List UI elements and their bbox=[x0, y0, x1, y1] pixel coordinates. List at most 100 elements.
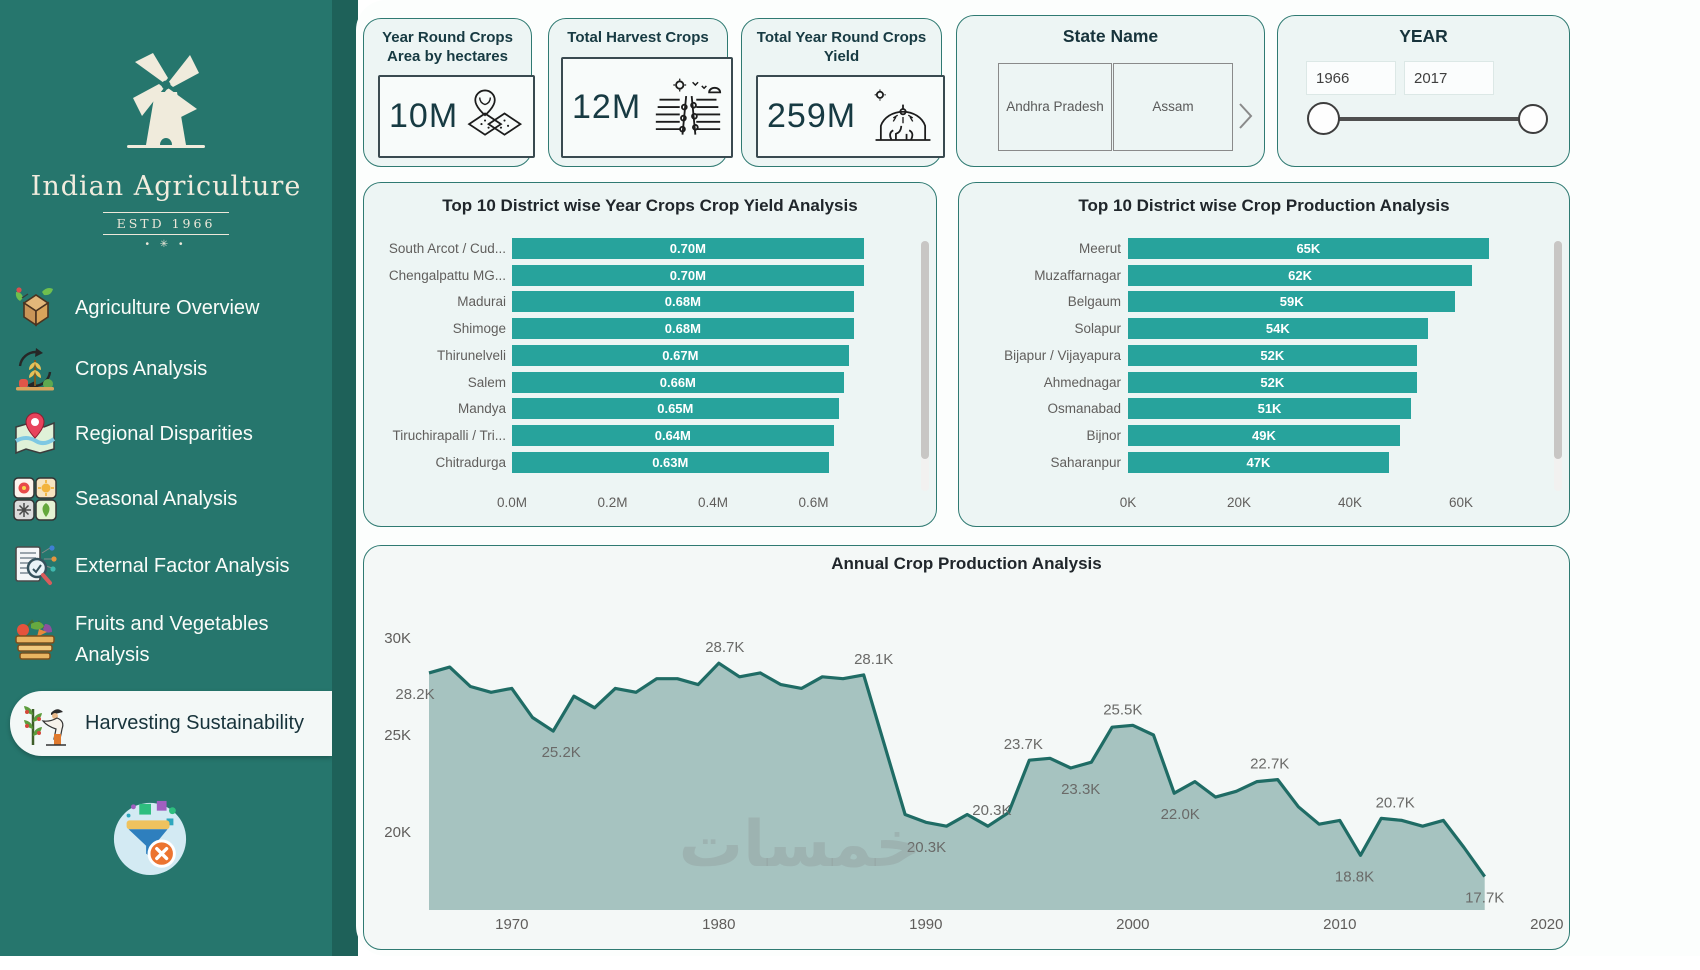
state-option-assam[interactable]: Assam bbox=[1113, 63, 1233, 151]
bar-value-label: 0.67M bbox=[662, 347, 699, 363]
sidebar-item-agriculture-overview[interactable]: Agriculture Overview bbox=[0, 282, 332, 334]
bar-value-label: 0.70M bbox=[669, 241, 706, 256]
bar[interactable]: 54K bbox=[1128, 318, 1428, 340]
data-point-label: 22.0K bbox=[1161, 806, 1200, 823]
sidebar-item-label: Agriculture Overview bbox=[75, 296, 260, 319]
x-axis-tick: 2010 bbox=[1323, 916, 1356, 933]
bar-category-label: South Arcot / Cud... bbox=[388, 241, 506, 256]
crop-production-bar-plot: Meerut 65K Muzaffarnagar 62K Belgaum 59K Solap… bbox=[959, 238, 1555, 518]
clear-filter-button[interactable] bbox=[111, 798, 189, 876]
scrollbar-thumb[interactable] bbox=[1554, 241, 1562, 459]
y-axis-tick: 25K bbox=[384, 727, 411, 744]
scrollbar-thumb[interactable] bbox=[921, 241, 929, 459]
bar-value-label: 59K bbox=[1279, 294, 1304, 310]
bar[interactable]: 0.68M bbox=[512, 291, 854, 313]
area-line[interactable] bbox=[428, 661, 1487, 878]
sidebar-item-harvesting-sustainability[interactable]: Harvesting Sustainability bbox=[10, 691, 332, 756]
x-axis-tick: 1990 bbox=[909, 916, 942, 933]
bar-value-label: 0.65M bbox=[657, 401, 694, 417]
kpi-value: 259M bbox=[767, 97, 857, 135]
x-axis-tick: 0K bbox=[1119, 495, 1137, 510]
bar[interactable]: 62K bbox=[1128, 264, 1473, 286]
logo-ornament: • ✳ • bbox=[145, 239, 187, 250]
bar-category-label: Solapur bbox=[1074, 321, 1121, 337]
sidebar-item-regional-disparities[interactable]: Regional Disparities bbox=[0, 408, 332, 460]
bar-value-label: 0.66M bbox=[659, 374, 696, 390]
bar[interactable]: 0.63M bbox=[512, 451, 829, 473]
bar-category-label: Meerut bbox=[1078, 241, 1121, 256]
bar[interactable]: 65K bbox=[1128, 238, 1489, 259]
sidebar-item-fruits-vegetables-analysis[interactable]: Fruits and Vegetables Analysis bbox=[0, 604, 332, 676]
bar-value-label: 52K bbox=[1260, 374, 1285, 390]
chart-title: Top 10 District wise Crop Production Ana… bbox=[1078, 196, 1450, 215]
sidebar-item-external-factor-analysis[interactable]: External Factor Analysis bbox=[0, 540, 332, 592]
crop-cycle-icon bbox=[16, 348, 54, 391]
bar-category-label: Shimoge bbox=[452, 321, 506, 337]
data-point-label: 28.1K bbox=[854, 651, 893, 668]
bar[interactable]: 0.67M bbox=[512, 344, 849, 366]
bar[interactable]: 51K bbox=[1128, 398, 1412, 420]
bar[interactable]: 59K bbox=[1128, 291, 1456, 313]
bar-value-label: 0.68M bbox=[664, 294, 701, 310]
x-axis-tick: 40K bbox=[1337, 495, 1363, 510]
sidebar: Indian Agriculture ESTD 1966 • ✳ • Agric… bbox=[0, 0, 332, 956]
chart-title: Top 10 District wise Year Crops Crop Yie… bbox=[442, 196, 858, 215]
bar[interactable]: 0.70M bbox=[512, 238, 864, 259]
bar[interactable]: 0.65M bbox=[512, 398, 839, 420]
harvest-field-icon bbox=[655, 78, 722, 135]
bar[interactable]: 0.70M bbox=[512, 264, 864, 286]
sidebar-item-crops-analysis[interactable]: Crops Analysis bbox=[0, 343, 332, 395]
state-slicer-card: State Name Andhra Pradesh Assam bbox=[956, 15, 1265, 167]
annual-production-area-chart-card: Annual Crop Production Analysis 30K 25K 20… bbox=[363, 545, 1570, 950]
x-axis-tick: 0.0M bbox=[496, 495, 527, 510]
scrollbar bbox=[1554, 241, 1562, 491]
data-point-label: 17.7K bbox=[1465, 890, 1504, 907]
bar[interactable]: 47K bbox=[1128, 451, 1389, 473]
area-fill bbox=[429, 663, 1485, 910]
year-slider-track[interactable] bbox=[1324, 117, 1535, 121]
state-option-label: Andhra Pradesh bbox=[1006, 99, 1104, 114]
vegetable-basket-icon bbox=[15, 619, 55, 660]
year-start-input[interactable]: 1966 bbox=[1306, 61, 1396, 95]
bar-category-label: Bijnor bbox=[1086, 427, 1121, 443]
field-area-map-icon bbox=[467, 89, 523, 136]
bar-value-label: 0.63M bbox=[652, 454, 689, 470]
crop-production-bar-chart-card: Top 10 District wise Crop Production Ana… bbox=[958, 182, 1570, 527]
state-option-andhra-pradesh[interactable]: Andhra Pradesh bbox=[998, 63, 1112, 151]
year-slicer-title: YEAR bbox=[1399, 26, 1448, 46]
bar-category-label: Madurai bbox=[457, 294, 506, 310]
document-magnifier-icon bbox=[15, 545, 57, 585]
data-point-label: 20.3K bbox=[972, 802, 1011, 819]
x-axis-tick: 0.4M bbox=[697, 495, 728, 510]
bar-value-label: 62K bbox=[1288, 267, 1312, 283]
kpi-value: 10M bbox=[389, 97, 459, 135]
data-point-label: 28.7K bbox=[705, 639, 744, 656]
bar[interactable]: 52K bbox=[1128, 344, 1417, 366]
map-pin-icon bbox=[14, 412, 56, 455]
year-slider-handle-end[interactable] bbox=[1518, 104, 1548, 134]
bar[interactable]: 0.66M bbox=[512, 371, 844, 393]
bar-category-label: Osmanabad bbox=[1047, 401, 1121, 417]
chevron-right-icon[interactable] bbox=[1236, 102, 1254, 130]
bar[interactable]: 49K bbox=[1128, 424, 1400, 446]
state-slicer-title: State Name bbox=[1062, 26, 1159, 46]
sidebar-item-seasonal-analysis[interactable]: Seasonal Analysis bbox=[0, 473, 332, 525]
bar-category-label: Mandya bbox=[457, 401, 506, 417]
kpi-card-year-round-yield: Total Year Round Crops Yield 259M bbox=[741, 18, 945, 167]
bar-category-label: Salem bbox=[467, 374, 506, 390]
bar[interactable]: 52K bbox=[1128, 371, 1417, 393]
kpi-value: 12M bbox=[572, 88, 642, 126]
crop-yield-bar-chart-card: Top 10 District wise Year Crops Crop Yie… bbox=[363, 182, 937, 527]
scrollbar bbox=[921, 241, 929, 491]
annual-production-area-plot: 30K 25K 20K 1970 1980 1990 2000 2010 2020 28.2K 25… bbox=[365, 546, 1568, 949]
bar-category-label: Belgaum bbox=[1067, 294, 1121, 310]
year-slider-handle-start[interactable] bbox=[1307, 102, 1340, 135]
bar[interactable]: 0.64M bbox=[512, 424, 834, 446]
year-end-input[interactable]: 2017 bbox=[1404, 61, 1494, 95]
bar-value-label: 52K bbox=[1260, 347, 1285, 363]
bar[interactable]: 0.68M bbox=[512, 318, 854, 340]
chart-title: Annual Crop Production Analysis bbox=[831, 554, 1102, 573]
field-overview-icon bbox=[15, 287, 53, 327]
sidebar-edge-strip bbox=[332, 0, 358, 956]
